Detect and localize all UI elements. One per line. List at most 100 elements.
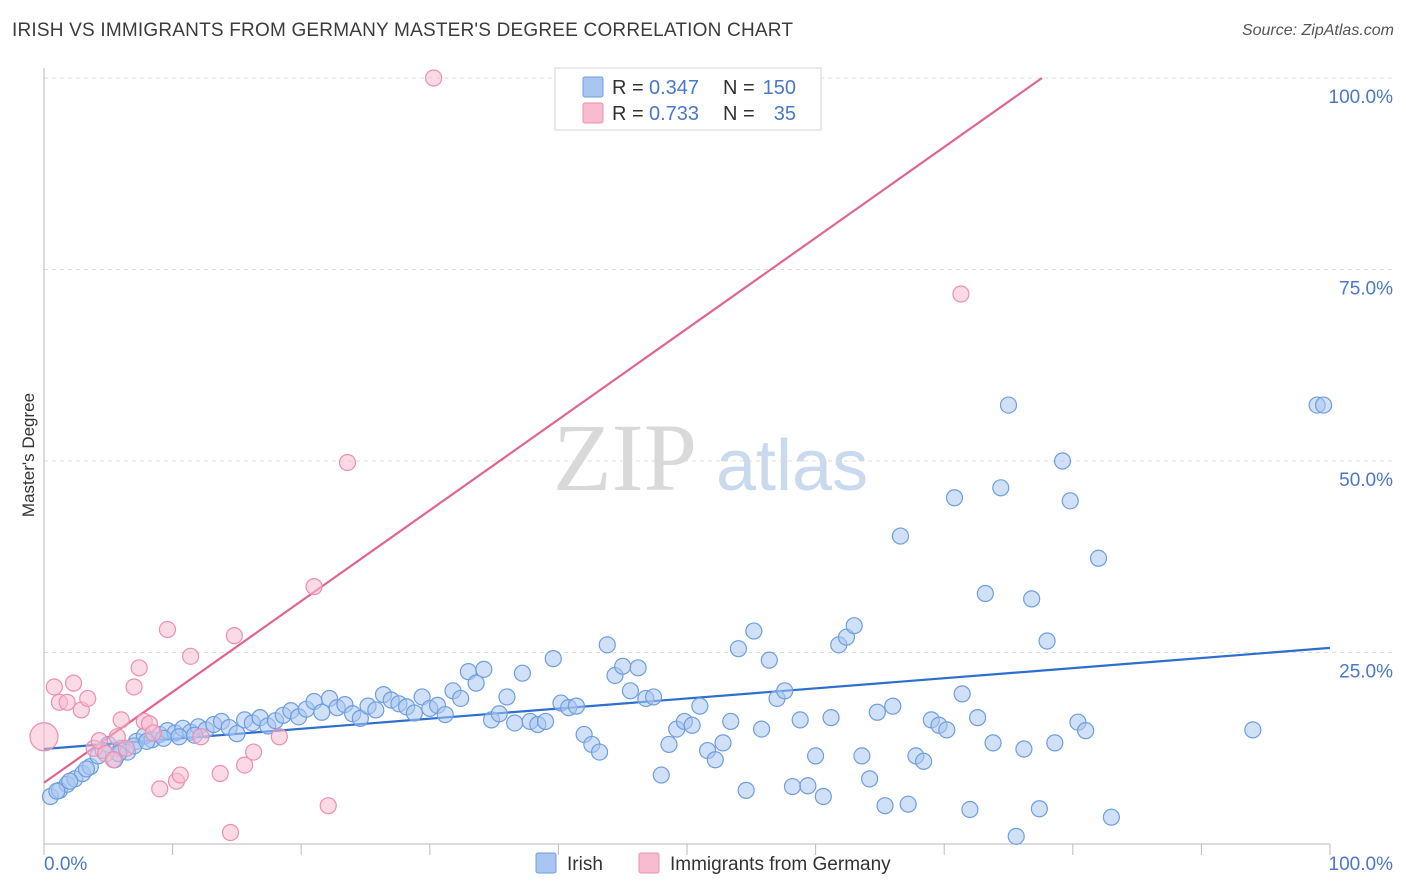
point-irish-53 xyxy=(452,689,470,708)
watermark-atlas: atlas xyxy=(716,426,868,506)
point-irish-68 xyxy=(567,697,586,715)
point-irish-97 xyxy=(791,711,809,729)
point-irish-78 xyxy=(644,688,663,706)
point-irish-101 xyxy=(822,709,840,727)
point-germany-18 xyxy=(144,724,162,742)
point-germany-32 xyxy=(319,797,337,815)
point-irish-92 xyxy=(752,720,771,738)
legend-n-label-2: N = xyxy=(723,103,755,125)
point-germany-20 xyxy=(158,620,177,639)
point-irish-79 xyxy=(652,766,670,784)
point-irish-104 xyxy=(845,617,863,635)
point-germany-28 xyxy=(236,756,254,774)
point-irish-128 xyxy=(1030,800,1048,818)
point-irish-129 xyxy=(1038,632,1056,650)
point-irish-95 xyxy=(776,682,794,700)
point-germany-10 xyxy=(104,751,123,769)
point-irish-107 xyxy=(868,703,886,721)
point-irish-84 xyxy=(691,697,709,715)
point-germany-23 xyxy=(182,647,200,665)
point-irish-91 xyxy=(745,622,763,640)
point-irish-90 xyxy=(737,781,755,799)
point-germany-15 xyxy=(130,659,148,677)
y-axis-label: Master's Degree xyxy=(19,393,38,517)
point-irish-142 xyxy=(77,760,96,778)
point-irish-60 xyxy=(506,714,524,732)
point-irish-134 xyxy=(1077,722,1095,740)
legend-n-value-1: 150 xyxy=(763,77,796,99)
point-irish-135 xyxy=(1089,549,1108,567)
point-germany-11 xyxy=(108,728,126,746)
point-irish-137 xyxy=(1244,721,1262,739)
x-tick-label-min: 0.0% xyxy=(44,854,87,875)
point-germany-0 xyxy=(29,722,59,752)
point-irish-59 xyxy=(498,688,516,706)
point-germany-27 xyxy=(225,627,243,645)
point-irish-40 xyxy=(351,709,369,727)
point-irish-100 xyxy=(814,787,832,806)
point-germany-3 xyxy=(58,693,76,711)
point-germany-22 xyxy=(171,766,189,784)
point-germany-31 xyxy=(305,578,323,596)
point-germany-4 xyxy=(64,674,83,692)
point-irish-61 xyxy=(513,664,531,682)
legend-r-label-1: R = xyxy=(612,77,644,99)
legend-n-label-1: N = xyxy=(723,77,755,99)
point-irish-24 xyxy=(228,725,246,743)
point-irish-106 xyxy=(861,770,879,788)
point-irish-71 xyxy=(590,743,609,761)
point-irish-113 xyxy=(915,752,933,770)
point-germany-24 xyxy=(192,728,210,746)
point-irish-109 xyxy=(884,697,902,715)
point-irish-42 xyxy=(367,701,385,719)
point-irish-58 xyxy=(490,705,508,723)
bottom-legend-swatch-germany xyxy=(638,852,660,874)
point-irish-56 xyxy=(475,660,493,678)
legend-swatch-irish xyxy=(582,76,604,98)
point-irish-96 xyxy=(783,777,802,796)
point-irish-123 xyxy=(992,479,1010,497)
point-irish-141 xyxy=(61,772,79,790)
point-germany-26 xyxy=(221,823,240,842)
point-germany-19 xyxy=(151,780,169,798)
point-germany-25 xyxy=(211,764,229,783)
point-irish-35 xyxy=(313,703,331,721)
y-tick-label-2: 75.0% xyxy=(1339,279,1393,300)
point-irish-65 xyxy=(544,650,562,668)
trend-line-irish xyxy=(43,646,1331,751)
point-irish-117 xyxy=(945,489,964,507)
point-irish-51 xyxy=(436,705,454,724)
legend-n-value-2: 35 xyxy=(774,103,796,125)
point-irish-105 xyxy=(853,747,871,765)
legend-r-label-2: R = xyxy=(612,103,644,125)
y-tick-label-3: 100.0% xyxy=(1329,87,1394,108)
point-irish-89 xyxy=(729,640,748,658)
axes xyxy=(43,68,1331,855)
legend-r-value-2: 0.733 xyxy=(649,103,699,125)
chart-title: IRISH VS IMMIGRANTS FROM GERMANY MASTER'… xyxy=(12,20,794,41)
point-germany-14 xyxy=(125,678,143,696)
point-irish-83 xyxy=(683,716,701,734)
bottom-legend-swatch-irish xyxy=(535,852,557,874)
point-irish-131 xyxy=(1053,452,1072,470)
point-irish-130 xyxy=(1046,734,1064,752)
point-irish-127 xyxy=(1023,590,1041,608)
point-irish-55 xyxy=(467,674,485,692)
point-irish-98 xyxy=(799,777,817,795)
point-irish-125 xyxy=(1007,827,1025,845)
point-irish-72 xyxy=(598,636,616,654)
trend-lines xyxy=(43,77,1331,784)
point-irish-75 xyxy=(621,682,640,700)
point-irish-120 xyxy=(969,709,987,727)
point-irish-122 xyxy=(984,734,1002,752)
y-tick-label-1: 50.0% xyxy=(1339,470,1393,491)
x-tick-label-max: 100.0% xyxy=(1329,854,1394,875)
bottom-legend-irish: Irish xyxy=(567,854,603,875)
trend-line-germany xyxy=(43,77,1043,784)
point-irish-111 xyxy=(899,795,917,813)
bottom-legend: Irish Immigrants from Germany xyxy=(535,852,891,875)
point-irish-119 xyxy=(961,800,979,819)
point-irish-116 xyxy=(938,721,956,739)
point-germany-30 xyxy=(270,728,288,746)
